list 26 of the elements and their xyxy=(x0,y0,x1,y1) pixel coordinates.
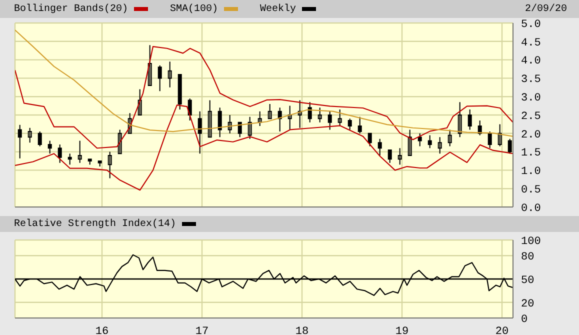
y-tick-label: 80 xyxy=(521,252,534,264)
y-tick-label: 20 xyxy=(521,298,534,310)
x-tick-label: 17 xyxy=(195,326,209,335)
y-tick-label: 2.0 xyxy=(521,129,541,142)
y-tick-label: 50 xyxy=(521,274,534,287)
y-tick-label: 1.0 xyxy=(521,166,541,178)
y-tick-label: 0.5 xyxy=(521,184,541,197)
legend-label: Relative Strength Index(14) xyxy=(14,218,176,230)
x-tick-label: 20 xyxy=(495,326,509,335)
y-tick-label: 3.0 xyxy=(521,92,541,105)
text: 2/09/20 xyxy=(524,4,567,14)
y-tick-label: 4.0 xyxy=(521,56,541,68)
y-tick-label: 2.5 xyxy=(521,110,541,123)
y-tick-label: 100 xyxy=(521,236,541,248)
y-tick-label: 0 xyxy=(521,314,528,326)
y-tick-label: 5.0 xyxy=(521,18,541,31)
y-tick-label: 4.5 xyxy=(521,37,541,50)
y-tick-label: 3.5 xyxy=(521,74,541,86)
legend-label: SMA(100) xyxy=(170,4,218,14)
legend-label: Weekly xyxy=(260,4,296,14)
y-tick-label: 1.5 xyxy=(521,148,541,160)
x-tick-label: 16 xyxy=(95,326,109,335)
y-tick-label: 0.0 xyxy=(521,202,541,215)
x-tick-label: 19 xyxy=(395,326,409,335)
x-tick-label: 18 xyxy=(295,326,309,335)
legend-label: Bollinger Bands(20) xyxy=(14,4,128,14)
